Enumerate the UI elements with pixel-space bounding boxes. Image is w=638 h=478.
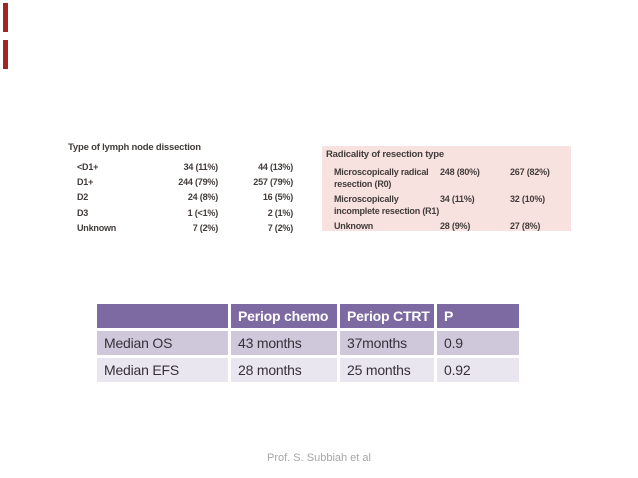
row-value-col1: 7 (2%) [192, 223, 219, 234]
summary-row-label: Median EFS [97, 358, 228, 382]
row-value-col2: 267 (82%) [510, 167, 550, 177]
table-row: D2 24 (8%) 16 (5%) [68, 190, 298, 205]
table-row: <D1+ 34 (11%) 44 (13%) [68, 159, 298, 174]
row-label: Microscopically incomplete resection (R1… [334, 194, 440, 216]
resection-table-title: Radicality of resection type [326, 149, 444, 160]
row-label: Microscopically radical resection (R0) [334, 167, 429, 189]
table-row: Microscopically radical resection (R0) 2… [322, 166, 571, 190]
row-value-col1: 248 (80%) [440, 167, 480, 177]
row-value-col1: 34 (11%) [183, 161, 219, 172]
table-row: Unknown 7 (2%) 7 (2%) [68, 221, 298, 236]
row-value-col1: 34 (11%) [440, 194, 475, 204]
outcome-summary-table: Periop chemo Periop CTRT P Median OS 43 … [97, 304, 519, 382]
row-label: <D1+ [77, 161, 99, 172]
row-label: Unknown [77, 223, 117, 234]
row-value-col2: 257 (79%) [253, 177, 293, 188]
footer-credit: Prof. S. Subbiah et al [267, 452, 371, 464]
row-value-col2: 44 (13%) [258, 161, 293, 172]
table-row: Microscopically incomplete resection (R1… [322, 193, 571, 217]
summary-cell-p: 0.9 [437, 331, 519, 355]
row-value-col1: 1 (<1%) [187, 207, 219, 218]
resection-radicality-table: Radicality of resection type Microscopic… [322, 146, 571, 231]
red-accent-bar-bottom [3, 40, 8, 69]
red-accent-bar-top [3, 3, 8, 32]
summary-cell-p: 0.92 [437, 358, 519, 382]
summary-cell-chemo: 43 months [231, 331, 337, 355]
lymph-table-title: Type of lymph node dissection [68, 142, 201, 153]
summary-cell-ctrt: 25 months [340, 358, 434, 382]
row-label: D1+ [77, 177, 94, 188]
row-value-col2: 7 (2%) [267, 223, 294, 234]
row-label: D2 [77, 192, 89, 203]
row-value-col1: 28 (9%) [440, 221, 471, 231]
summary-header-empty [97, 304, 228, 328]
table-row: D1+ 244 (79%) 257 (79%) [68, 174, 298, 189]
summary-cell-ctrt: 37months [340, 331, 434, 355]
summary-header-periop-ctrt: Periop CTRT [340, 304, 434, 328]
summary-header-periop-chemo: Periop chemo [231, 304, 337, 328]
summary-header-p: P [437, 304, 519, 328]
row-value-col1: 244 (79%) [178, 177, 218, 188]
summary-row-label: Median OS [97, 331, 228, 355]
table-row: D3 1 (<1%) 2 (1%) [68, 205, 298, 220]
row-label: D3 [77, 207, 89, 218]
row-label: Unknown [334, 221, 374, 231]
lymph-node-dissection-table: Type of lymph node dissection <D1+ 34 (1… [68, 142, 298, 236]
summary-cell-chemo: 28 months [231, 358, 337, 382]
row-value-col2: 27 (8%) [510, 221, 541, 231]
row-value-col2: 2 (1%) [267, 207, 294, 218]
table-row: Unknown 28 (9%) 27 (8%) [322, 220, 571, 232]
row-value-col1: 24 (8%) [187, 192, 218, 203]
row-value-col2: 32 (10%) [510, 194, 545, 204]
row-value-col2: 16 (5%) [262, 192, 293, 203]
